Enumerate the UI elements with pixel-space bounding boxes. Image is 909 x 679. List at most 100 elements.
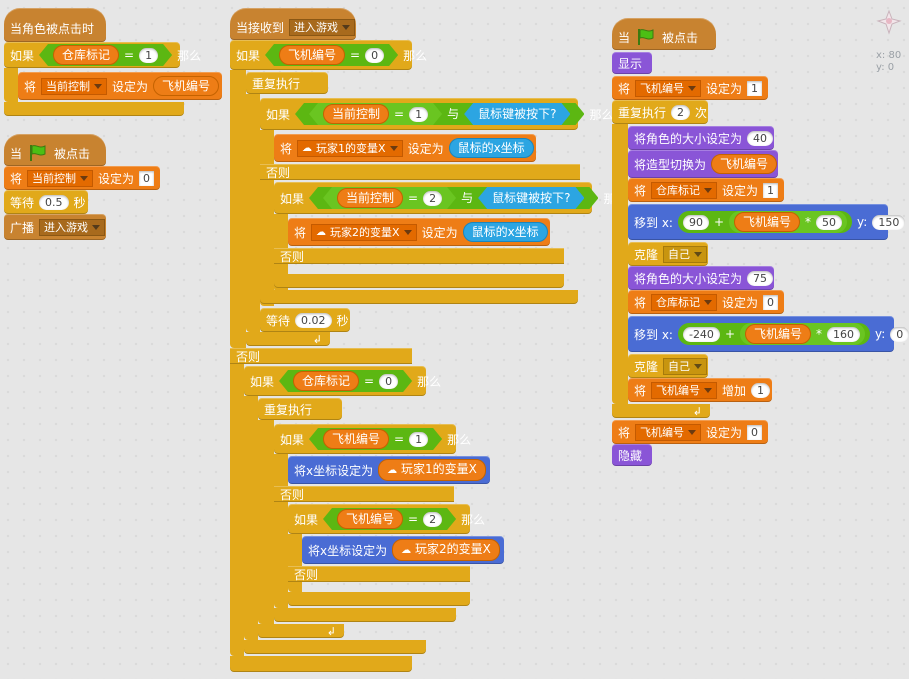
variable-reporter[interactable]: 飞机编号 bbox=[337, 509, 403, 529]
mouse-down-sensing[interactable]: 鼠标键被按下? bbox=[464, 103, 570, 125]
variable-dropdown[interactable]: 飞机编号 bbox=[635, 423, 702, 441]
set-variable-block[interactable]: 将 飞机编号 设定为 0 bbox=[612, 420, 768, 444]
add-operator[interactable]: -240 + 飞机编号 * 160 bbox=[677, 323, 871, 345]
number-input[interactable]: 2 bbox=[423, 512, 442, 527]
show-block[interactable]: 显示 bbox=[612, 52, 652, 74]
variable-dropdown[interactable]: 飞机编号 bbox=[651, 381, 718, 399]
variable-dropdown[interactable]: ☁ 玩家1的变量X bbox=[297, 139, 403, 157]
value-input[interactable]: 0 bbox=[139, 170, 155, 186]
equals-operator[interactable]: 飞机编号 = 0 bbox=[265, 44, 398, 66]
number-input[interactable]: 0.5 bbox=[39, 194, 69, 210]
message-dropdown[interactable]: 进入游戏 bbox=[39, 218, 106, 236]
create-clone-block[interactable]: 克隆 自己 bbox=[628, 354, 708, 378]
forever-block[interactable]: 重复执行 bbox=[258, 398, 342, 420]
variable-dropdown[interactable]: 仓库标记 bbox=[651, 293, 718, 311]
mouse-down-sensing[interactable]: 鼠标键被按下? bbox=[478, 187, 584, 209]
create-clone-block[interactable]: 克隆 自己 bbox=[628, 242, 708, 266]
variable-reporter[interactable]: 飞机编号 bbox=[711, 154, 778, 174]
variable-reporter[interactable]: 仓库标记 bbox=[293, 371, 359, 391]
variable-reporter[interactable]: 飞机编号 bbox=[734, 212, 801, 232]
variable-reporter[interactable]: 当前控制 bbox=[323, 104, 389, 124]
variable-reporter[interactable]: 当前控制 bbox=[337, 188, 403, 208]
clone-dropdown[interactable]: 自己 bbox=[663, 245, 708, 263]
set-size-block[interactable]: 将角色的大小设定为 40 bbox=[628, 126, 774, 150]
set-variable-block[interactable]: 将 仓库标记 设定为 1 bbox=[628, 178, 784, 202]
set-size-block[interactable]: 将角色的大小设定为 75 bbox=[628, 266, 774, 290]
number-input[interactable]: 150 bbox=[872, 214, 906, 230]
mouse-x-reporter[interactable]: 鼠标的x坐标 bbox=[462, 222, 548, 242]
number-input[interactable]: 2 bbox=[423, 191, 442, 206]
variable-dropdown[interactable]: 当前控制 bbox=[41, 77, 108, 95]
and-operator[interactable]: 当前控制 = 2 与 鼠标键被按下? bbox=[309, 187, 598, 209]
number-input[interactable]: 0 bbox=[890, 326, 909, 342]
variable-reporter[interactable]: 飞机编号 bbox=[153, 76, 220, 96]
mouse-x-reporter[interactable]: 鼠标的x坐标 bbox=[448, 138, 534, 158]
set-variable-block[interactable]: 将 ☁ 玩家2的变量X 设定为 鼠标的x坐标 bbox=[288, 218, 550, 246]
number-input[interactable]: 160 bbox=[827, 326, 861, 342]
equals-operator[interactable]: 当前控制 = 1 bbox=[309, 103, 442, 125]
hide-block[interactable]: 隐藏 bbox=[612, 444, 652, 466]
and-operator[interactable]: 当前控制 = 1 与 鼠标键被按下? bbox=[295, 103, 584, 125]
value-input[interactable]: 0 bbox=[747, 424, 763, 440]
broadcast-block[interactable]: 广播 进入游戏 bbox=[4, 214, 106, 240]
variable-dropdown[interactable]: 仓库标记 bbox=[651, 181, 718, 199]
set-variable-block[interactable]: 将 ☁ 玩家1的变量X 设定为 鼠标的x坐标 bbox=[274, 134, 536, 162]
number-input[interactable]: 0 bbox=[379, 374, 398, 389]
wait-block[interactable]: 等待 0.02 秒 bbox=[260, 308, 350, 332]
set-x-block[interactable]: 将x坐标设定为 ☁ 玩家1的变量X bbox=[288, 456, 490, 484]
number-input[interactable]: 90 bbox=[682, 214, 709, 230]
variable-reporter[interactable]: 仓库标记 bbox=[53, 45, 119, 65]
when-flag-clicked-hat[interactable]: 当 被点击 bbox=[612, 18, 716, 50]
value-input[interactable]: 1 bbox=[747, 80, 763, 96]
multiply-operator[interactable]: 飞机编号 * 160 bbox=[740, 323, 866, 345]
number-input[interactable]: -240 bbox=[682, 326, 720, 342]
cloud-variable-reporter[interactable]: ☁ 玩家2的变量X bbox=[392, 539, 500, 561]
wait-block[interactable]: 等待 0.5 秒 bbox=[4, 190, 88, 214]
multiply-operator[interactable]: 飞机编号 * 50 bbox=[729, 211, 848, 233]
clone-dropdown[interactable]: 自己 bbox=[663, 357, 708, 375]
number-input[interactable]: 1 bbox=[409, 107, 428, 122]
if-else-block[interactable]: 如果 飞机编号 = 1 那么 bbox=[274, 424, 471, 454]
set-variable-block[interactable]: 将 当前控制 设定为 飞机编号 bbox=[18, 72, 222, 100]
equals-operator[interactable]: 仓库标记 = 0 bbox=[279, 370, 412, 392]
number-input[interactable]: 40 bbox=[747, 130, 774, 146]
variable-dropdown[interactable]: 当前控制 bbox=[27, 169, 94, 187]
equals-operator[interactable]: 当前控制 = 2 bbox=[323, 187, 456, 209]
set-x-block[interactable]: 将x坐标设定为 ☁ 玩家2的变量X bbox=[302, 536, 504, 564]
set-variable-block[interactable]: 将 飞机编号 设定为 1 bbox=[612, 76, 768, 100]
equals-operator[interactable]: 仓库标记 = 1 bbox=[39, 44, 172, 66]
set-variable-block[interactable]: 将 仓库标记 设定为 0 bbox=[628, 290, 784, 314]
value-input[interactable]: 0 bbox=[763, 294, 779, 310]
go-to-xy-block[interactable]: 移到 x: 90 + 飞机编号 * 50 y: 150 bbox=[628, 204, 906, 240]
if-block[interactable]: 如果 仓库标记 = 1 那么 bbox=[4, 42, 201, 68]
equals-operator[interactable]: 飞机编号 = 2 bbox=[323, 508, 456, 530]
cloud-variable-reporter[interactable]: ☁ 玩家1的变量X bbox=[378, 459, 486, 481]
variable-reporter[interactable]: 飞机编号 bbox=[745, 324, 812, 344]
number-input[interactable]: 2 bbox=[671, 104, 691, 120]
sprite-icon[interactable] bbox=[876, 9, 902, 35]
add-operator[interactable]: 90 + 飞机编号 * 50 bbox=[677, 211, 853, 233]
equals-operator[interactable]: 飞机编号 = 1 bbox=[309, 428, 442, 450]
when-sprite-clicked-hat[interactable]: 当角色被点击时 bbox=[4, 8, 106, 42]
number-input[interactable]: 1 bbox=[139, 48, 158, 63]
set-variable-block[interactable]: 将 当前控制 设定为 0 bbox=[4, 166, 160, 190]
number-input[interactable]: 50 bbox=[816, 214, 843, 230]
value-input[interactable]: 1 bbox=[763, 182, 779, 198]
variable-reporter[interactable]: 飞机编号 bbox=[323, 429, 389, 449]
number-input[interactable]: 0 bbox=[365, 48, 384, 63]
number-input[interactable]: 1 bbox=[751, 382, 771, 398]
when-receive-hat[interactable]: 当接收到 进入游戏 bbox=[230, 8, 356, 40]
go-to-xy-block[interactable]: 移到 x: -240 + 飞机编号 * 160 y: 0 bbox=[628, 316, 909, 352]
change-variable-block[interactable]: 将 飞机编号 增加 1 bbox=[628, 378, 772, 402]
switch-costume-block[interactable]: 将造型切换为 飞机编号 bbox=[628, 150, 778, 178]
if-else-block[interactable]: 如果 飞机编号 = 2 那么 bbox=[288, 504, 485, 534]
number-input[interactable]: 1 bbox=[409, 432, 428, 447]
message-dropdown[interactable]: 进入游戏 bbox=[289, 18, 356, 36]
if-else-block[interactable]: 如果 当前控制 = 1 与 鼠标键被按下? 那么 bbox=[260, 98, 614, 130]
variable-dropdown[interactable]: ☁ 玩家2的变量X bbox=[311, 223, 417, 241]
forever-block[interactable]: 重复执行 bbox=[246, 72, 328, 94]
variable-dropdown[interactable]: 飞机编号 bbox=[635, 79, 702, 97]
if-else-block[interactable]: 如果 飞机编号 = 0 那么 bbox=[230, 40, 427, 70]
repeat-block[interactable]: 重复执行 2 次 bbox=[612, 100, 708, 124]
number-input[interactable]: 75 bbox=[747, 270, 774, 286]
